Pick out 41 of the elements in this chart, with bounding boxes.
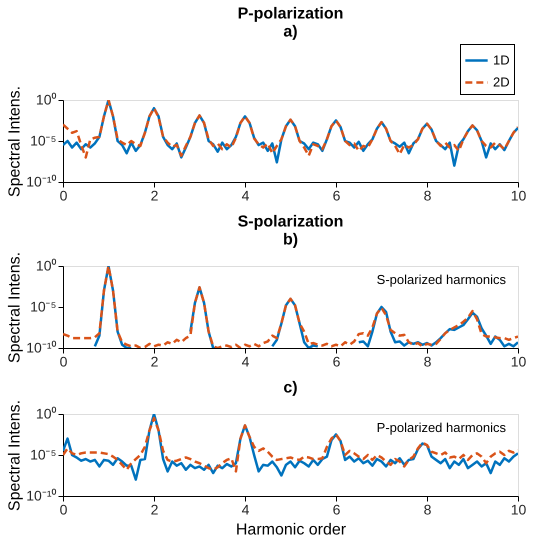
y-axis-title: Spectral Intens. bbox=[6, 86, 24, 198]
y-tick-label: 10⁻¹⁰ bbox=[26, 340, 56, 356]
x-tick-label: 2 bbox=[150, 354, 159, 370]
y-tick-label: 10⁻⁵ bbox=[30, 132, 56, 148]
chart-subtitle: b) bbox=[282, 231, 298, 248]
x-tick-label: 0 bbox=[60, 502, 68, 518]
x-tick-label: 8 bbox=[424, 188, 432, 204]
y-tick-label: 10⁰ bbox=[36, 258, 56, 274]
y-axis-title: Spectral Intens. bbox=[6, 400, 24, 512]
y-tick-label: 10⁻⁵ bbox=[30, 446, 56, 462]
y-tick-label: 10⁰ bbox=[36, 92, 56, 108]
annotation: P-polarized harmonics bbox=[376, 420, 506, 435]
x-tick-label: 10 bbox=[510, 188, 526, 204]
y-tick-label: 10⁻¹⁰ bbox=[26, 488, 56, 504]
y-tick-label: 10⁻⁵ bbox=[30, 298, 56, 314]
y-axis-title: Spectral Intens. bbox=[6, 252, 24, 364]
x-tick-label: 2 bbox=[150, 502, 159, 518]
chart-title: c) bbox=[283, 379, 298, 396]
legend-label: 2D bbox=[493, 74, 510, 90]
annotation: S-polarized harmonics bbox=[376, 272, 506, 287]
x-tick-label: 10 bbox=[510, 502, 526, 518]
legend-label: 1D bbox=[493, 52, 510, 68]
y-tick-label: 10⁻¹⁰ bbox=[26, 174, 56, 190]
x-tick-label: 0 bbox=[60, 188, 68, 204]
chart-title: S-polarization bbox=[238, 213, 344, 230]
x-tick-label: 10 bbox=[510, 354, 526, 370]
x-tick-label: 0 bbox=[60, 354, 68, 370]
x-tick-label: 2 bbox=[150, 188, 159, 204]
x-axis-title: Harmonic order bbox=[236, 522, 347, 538]
chart-title: P-polarization bbox=[238, 6, 344, 22]
x-tick-label: 4 bbox=[242, 502, 250, 518]
x-tick-label: 4 bbox=[242, 188, 250, 204]
x-tick-label: 6 bbox=[332, 354, 341, 370]
y-tick-label: 10⁰ bbox=[36, 406, 56, 422]
x-tick-label: 6 bbox=[332, 188, 341, 204]
x-tick-label: 6 bbox=[332, 502, 341, 518]
line-series bbox=[63, 416, 518, 473]
x-tick-label: 8 bbox=[424, 502, 432, 518]
chart-subtitle: a) bbox=[283, 24, 298, 40]
x-tick-label: 8 bbox=[424, 354, 432, 370]
x-tick-label: 4 bbox=[242, 354, 250, 370]
